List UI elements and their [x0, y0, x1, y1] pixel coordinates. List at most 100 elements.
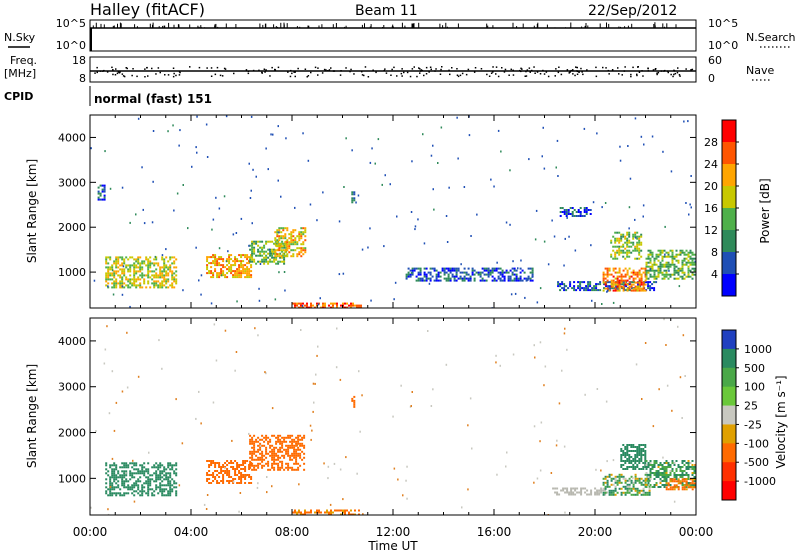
velocity-cell: [255, 440, 258, 443]
power-cell: [167, 280, 170, 283]
velocity-cell: [586, 493, 589, 496]
power-cell: [447, 273, 450, 276]
power-cell: [557, 285, 560, 288]
power-cell: [282, 245, 285, 248]
power-cell: [626, 241, 629, 244]
nave-dot: [623, 70, 626, 72]
nave-dot: [294, 75, 296, 78]
power-cell: [608, 267, 611, 270]
power-cell: [620, 245, 623, 248]
y-tick-label: 4000: [58, 335, 86, 348]
power-cell: [261, 254, 264, 257]
power-cell: [606, 287, 609, 290]
power-cell: [659, 263, 662, 266]
power-cell: [689, 269, 692, 272]
power-cell: [271, 248, 274, 251]
power-noise-point: [634, 218, 636, 221]
power-cell: [491, 271, 494, 274]
velocity-cell: [636, 491, 639, 494]
power-cell: [519, 275, 522, 278]
velocity-cell: [618, 479, 621, 482]
power-cell: [157, 264, 160, 267]
nave-dot: [126, 67, 128, 70]
velocity-noise-point: [635, 363, 638, 366]
velocity-cell: [618, 487, 621, 490]
power-cell: [626, 279, 629, 282]
velocity-cell: [133, 462, 136, 465]
power-cell: [244, 276, 247, 279]
power-cell: [529, 267, 532, 270]
power-cell: [483, 279, 486, 282]
power-noise-point: [111, 269, 114, 272]
velocity-colorbar-tick-label: 1000: [744, 343, 772, 356]
power-cell: [249, 258, 252, 261]
power-cell: [292, 229, 295, 232]
power-cell: [603, 287, 606, 290]
nave-label-text: Nave: [746, 64, 774, 77]
power-cell: [612, 235, 615, 238]
power-cell: [304, 235, 307, 238]
power-noise-point: [212, 218, 215, 221]
velocity-cell: [675, 474, 678, 476]
power-cell: [630, 285, 633, 288]
power-cell: [286, 255, 289, 258]
velocity-cell: [139, 472, 142, 475]
power-cell: [642, 285, 645, 288]
power-cell: [644, 283, 647, 286]
power-cell: [251, 252, 254, 255]
nave-dot: [508, 74, 510, 76]
velocity-cell: [121, 474, 124, 477]
velocity-cell: [640, 452, 643, 454]
velocity-colorbar-segment: [722, 424, 736, 444]
power-cell: [435, 275, 438, 278]
velocity-cell: [281, 440, 284, 443]
velocity-cell: [244, 476, 247, 478]
velocity-cell: [634, 466, 637, 468]
power-cell: [407, 273, 410, 276]
power-cell: [161, 270, 164, 273]
velocity-noise-point: [533, 425, 536, 428]
power-cell: [577, 281, 580, 284]
velocity-cell: [169, 468, 172, 471]
power-cell: [559, 283, 562, 286]
power-cell: [677, 277, 680, 280]
nave-dot: [449, 73, 451, 76]
velocity-cell: [630, 481, 633, 484]
power-noise-point: [510, 293, 513, 296]
power-cell: [663, 249, 666, 252]
velocity-cell: [273, 460, 276, 463]
power-noise-point: [555, 166, 557, 169]
velocity-cell: [612, 491, 615, 494]
power-cell: [493, 277, 496, 280]
velocity-cell: [665, 474, 668, 476]
power-cell: [139, 278, 142, 281]
velocity-noise-point: [336, 327, 338, 330]
power-cell: [161, 256, 164, 259]
nave-dot: [122, 75, 125, 77]
velocity-cell: [634, 477, 637, 480]
velocity-cell: [644, 452, 647, 454]
power-cell: [113, 260, 116, 263]
velocity-cell: [281, 442, 284, 445]
velocity-cell: [582, 487, 585, 490]
velocity-cell: [624, 452, 627, 454]
power-cell: [322, 306, 324, 308]
nave-dot: [304, 68, 307, 70]
power-cell: [280, 243, 283, 246]
power-cell: [171, 272, 174, 275]
velocity-noise-point: [257, 482, 259, 485]
power-noise-point: [512, 260, 514, 263]
power-cell: [115, 286, 118, 289]
velocity-cell: [679, 474, 682, 476]
power-cell: [681, 265, 684, 268]
power-cell: [687, 267, 690, 270]
power-cell: [595, 289, 598, 292]
velocity-cell: [253, 444, 256, 447]
velocity-cell: [279, 442, 282, 445]
velocity-cell: [224, 466, 227, 468]
velocity-cell: [634, 450, 637, 452]
power-cell: [614, 237, 617, 240]
velocity-cell: [212, 476, 215, 478]
power-cell: [628, 277, 631, 280]
